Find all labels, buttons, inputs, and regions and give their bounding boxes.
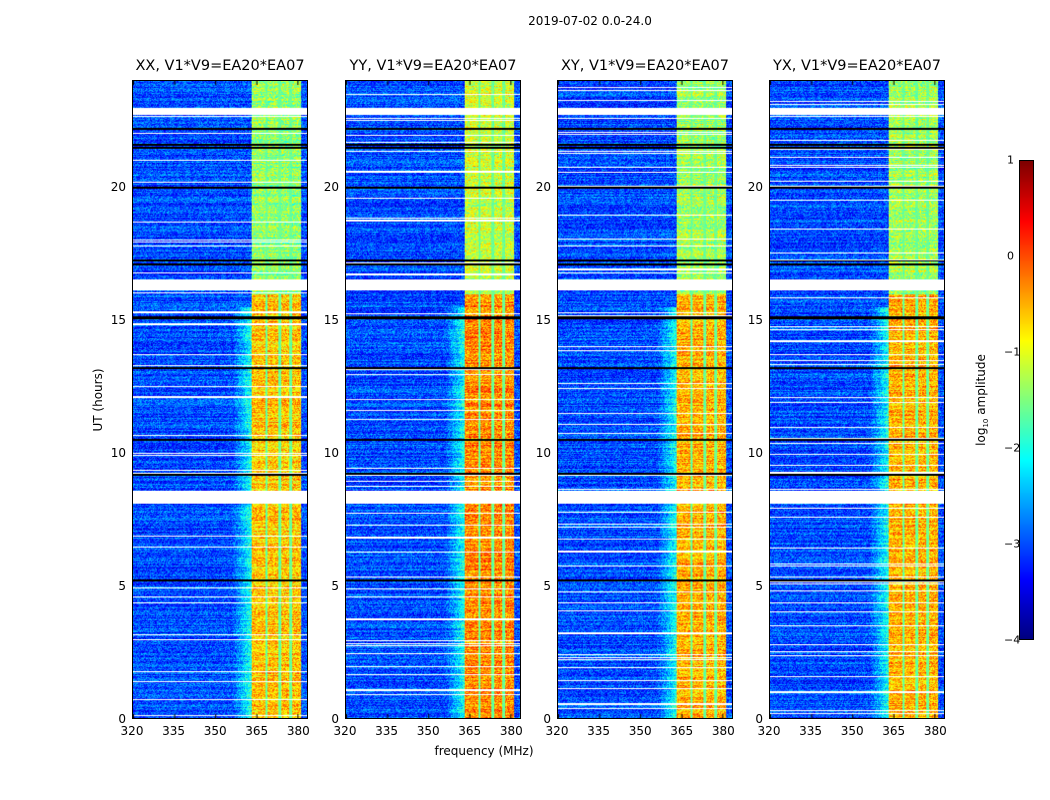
x-tick-label: 335 — [587, 724, 611, 738]
colorbar-tick-label: −1 — [1004, 345, 1021, 359]
y-tick-label: 20 — [110, 179, 126, 194]
spectrogram-panel: XY, V1*V9=EA20*EA07 320 335 350 365 380 0 5 10 15… — [536, 58, 735, 738]
figure-title: 2019-07-02 0.0-24.0 — [528, 14, 652, 28]
y-tick-label: 10 — [747, 445, 763, 460]
colorbar-tick-label: −4 — [1004, 633, 1021, 647]
colorbar-tick-label: −3 — [1004, 537, 1021, 551]
panel-title: YY, V1*V9=EA20*EA07 — [349, 58, 517, 74]
x-tick-label: 350 — [628, 724, 652, 738]
y-tick-label: 20 — [323, 179, 339, 194]
colorbar-tick-label: 0 — [1007, 249, 1014, 263]
y-tick-label: 20 — [747, 179, 763, 194]
x-tick-label: 365 — [245, 724, 269, 738]
panel-title: XY, V1*V9=EA20*EA07 — [560, 58, 729, 74]
x-tick-label: 350 — [203, 724, 227, 738]
y-tick-label: 0 — [118, 712, 126, 726]
colorbar-label: log10 amplitude — [973, 354, 991, 446]
y-tick-label: 15 — [747, 312, 763, 327]
x-tick-label: 365 — [458, 724, 482, 738]
y-tick-label: 0 — [755, 712, 763, 726]
y-tick-label: 10 — [110, 445, 126, 460]
y-tick-label: 5 — [331, 578, 339, 593]
y-tick-label: 15 — [535, 312, 551, 327]
x-tick-label: 335 — [162, 724, 186, 738]
spectrogram-heatmap — [557, 80, 733, 719]
x-axis-label: frequency (MHz) — [434, 744, 534, 758]
x-tick-label: 335 — [375, 724, 399, 738]
x-tick-label: 350 — [840, 724, 864, 738]
x-tick-label: 365 — [882, 724, 906, 738]
x-tick-label: 320 — [333, 724, 357, 738]
y-tick-label: 5 — [755, 578, 763, 593]
colorbar-tick-label: −2 — [1004, 441, 1021, 455]
y-tick-label: 0 — [331, 712, 339, 726]
panel-title: XX, V1*V9=EA20*EA07 — [135, 58, 305, 74]
spectrogram-heatmap — [132, 80, 308, 719]
x-tick-label: 380 — [286, 724, 310, 738]
colorbar-tick-label: 1 — [1007, 153, 1014, 167]
x-tick-label: 350 — [416, 724, 440, 738]
y-tick-label: 5 — [118, 578, 126, 593]
x-tick-label: 335 — [799, 724, 823, 738]
spectrogram-panel: YX, V1*V9=EA20*EA07 320 335 350 365 380 0 5 10 15… — [748, 58, 947, 738]
y-axis-label: UT (hours) — [91, 368, 105, 432]
y-tick-label: 15 — [110, 312, 126, 327]
x-tick-label: 365 — [670, 724, 694, 738]
spectrogram-panel: XX, V1*V9=EA20*EA07 320 335 350 365 380 0 5 10 15… — [111, 58, 310, 738]
y-tick-label: 5 — [543, 578, 551, 593]
y-tick-label: 0 — [543, 712, 551, 726]
x-tick-label: 320 — [757, 724, 781, 738]
y-tick-label: 10 — [323, 445, 339, 460]
y-tick-label: 20 — [535, 179, 551, 194]
spectrogram-heatmap — [345, 80, 521, 719]
y-tick-label: 10 — [535, 445, 551, 460]
x-tick-label: 320 — [120, 724, 144, 738]
x-tick-label: 380 — [499, 724, 523, 738]
panel-title: YX, V1*V9=EA20*EA07 — [772, 58, 941, 74]
colorbar — [1019, 160, 1034, 640]
x-tick-label: 320 — [545, 724, 569, 738]
y-tick-label: 15 — [323, 312, 339, 327]
x-tick-label: 380 — [923, 724, 947, 738]
x-tick-label: 380 — [711, 724, 735, 738]
spectrogram-panel: YY, V1*V9=EA20*EA07 320 335 350 365 380 0 5 10 15… — [324, 58, 523, 738]
spectrogram-heatmap — [769, 80, 945, 719]
